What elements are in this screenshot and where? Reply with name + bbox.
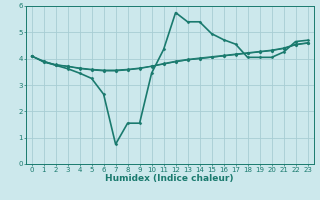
- X-axis label: Humidex (Indice chaleur): Humidex (Indice chaleur): [105, 174, 234, 183]
